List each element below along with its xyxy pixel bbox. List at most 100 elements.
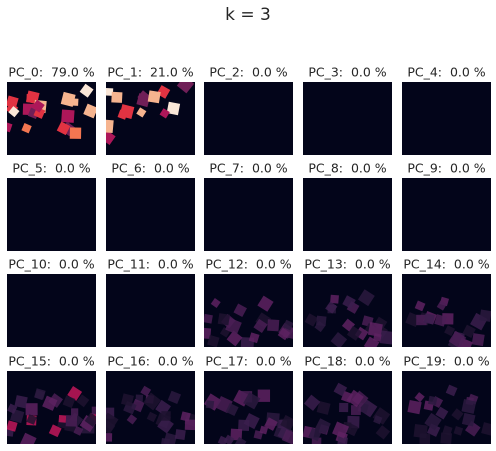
cell: [217, 435, 228, 444]
cell: [26, 93, 35, 103]
panel-cells: [7, 385, 96, 444]
cell: [225, 317, 242, 335]
panel-image: [303, 274, 392, 347]
cell: [60, 91, 76, 107]
panel-title: PC_3: 0.0 %: [308, 65, 386, 80]
panel-cells: [405, 296, 491, 347]
cell: [180, 411, 191, 422]
cell: [61, 109, 75, 123]
cell: [461, 399, 477, 414]
panel-image: [7, 82, 96, 155]
cell: [204, 327, 212, 339]
cell: [248, 332, 260, 344]
panel-title: PC_1: 21.0 %: [107, 65, 193, 80]
cell: [435, 406, 449, 420]
panel-title: PC_16: 0.0 %: [107, 354, 193, 369]
panel-image: [303, 178, 392, 251]
cell: [414, 300, 426, 312]
panel-image: [7, 178, 96, 251]
cell: [106, 130, 116, 146]
cell: [62, 395, 76, 409]
cell: [159, 108, 170, 119]
cell: [471, 333, 485, 347]
panel-image: [303, 82, 392, 155]
cell: [243, 392, 261, 410]
panel-background: [106, 274, 195, 347]
panel-cells: [204, 389, 293, 444]
panel-image: [402, 178, 491, 251]
panel-background: [7, 82, 96, 155]
cell: [337, 436, 348, 444]
panel-image: [402, 371, 491, 444]
cell: [479, 309, 491, 322]
cell: [84, 412, 96, 427]
panel-background: [204, 178, 293, 251]
cell: [205, 400, 215, 409]
cell: [424, 412, 442, 431]
panel-title: PC_4: 0.0 %: [407, 65, 485, 80]
cell: [314, 418, 331, 435]
cell: [225, 402, 239, 416]
cell: [481, 422, 491, 436]
cell: [73, 426, 84, 436]
cell: [419, 433, 431, 444]
panel-image: [204, 178, 293, 251]
cell: [414, 392, 425, 403]
cell: [451, 408, 464, 421]
panel-image: [402, 82, 491, 155]
cell: [117, 109, 128, 120]
cell: [176, 82, 195, 94]
cell: [166, 101, 181, 116]
panel-image: [106, 82, 195, 155]
cell: [462, 324, 476, 338]
panel-image: [7, 371, 96, 444]
panel-background: [402, 82, 491, 155]
cell: [161, 411, 171, 421]
cell: [330, 332, 348, 347]
cell: [19, 432, 37, 444]
cell: [257, 295, 274, 312]
cell: [217, 313, 231, 326]
panel-cells: [106, 385, 195, 444]
panel-background: [7, 178, 96, 251]
panel-background: [303, 82, 392, 155]
panel-title: PC_15: 0.0 %: [8, 354, 94, 369]
cell: [243, 412, 260, 430]
cell: [21, 123, 32, 134]
panel-image: [106, 274, 195, 347]
panel-background: [204, 82, 293, 155]
cell: [14, 395, 28, 409]
cell: [339, 402, 349, 413]
cell: [316, 315, 327, 327]
cell: [106, 407, 115, 419]
cell: [330, 294, 339, 304]
cell: [56, 121, 71, 136]
cell: [7, 420, 18, 432]
cell: [71, 408, 79, 416]
panel-background: [7, 274, 96, 347]
cell: [325, 301, 338, 314]
cell: [240, 391, 253, 403]
cell: [184, 419, 195, 431]
cell: [434, 314, 447, 327]
panel-image: [7, 274, 96, 347]
cell: [316, 400, 331, 415]
cell: [444, 325, 456, 337]
cell: [367, 322, 383, 338]
panel-title: PC_5: 0.0 %: [12, 161, 90, 176]
cell: [373, 415, 383, 425]
panel-image: [303, 371, 392, 444]
panel-background: [106, 178, 195, 251]
cell: [346, 325, 362, 341]
cell: [48, 424, 62, 438]
cell: [280, 414, 293, 431]
cell: [210, 298, 221, 308]
cell: [167, 390, 182, 404]
cell: [332, 421, 350, 439]
figure-title: k = 3: [225, 5, 271, 25]
cell: [346, 389, 364, 408]
cell: [111, 91, 123, 103]
cell: [79, 83, 94, 98]
cell: [31, 99, 45, 113]
panel-title: PC_18: 0.0 %: [304, 354, 390, 369]
